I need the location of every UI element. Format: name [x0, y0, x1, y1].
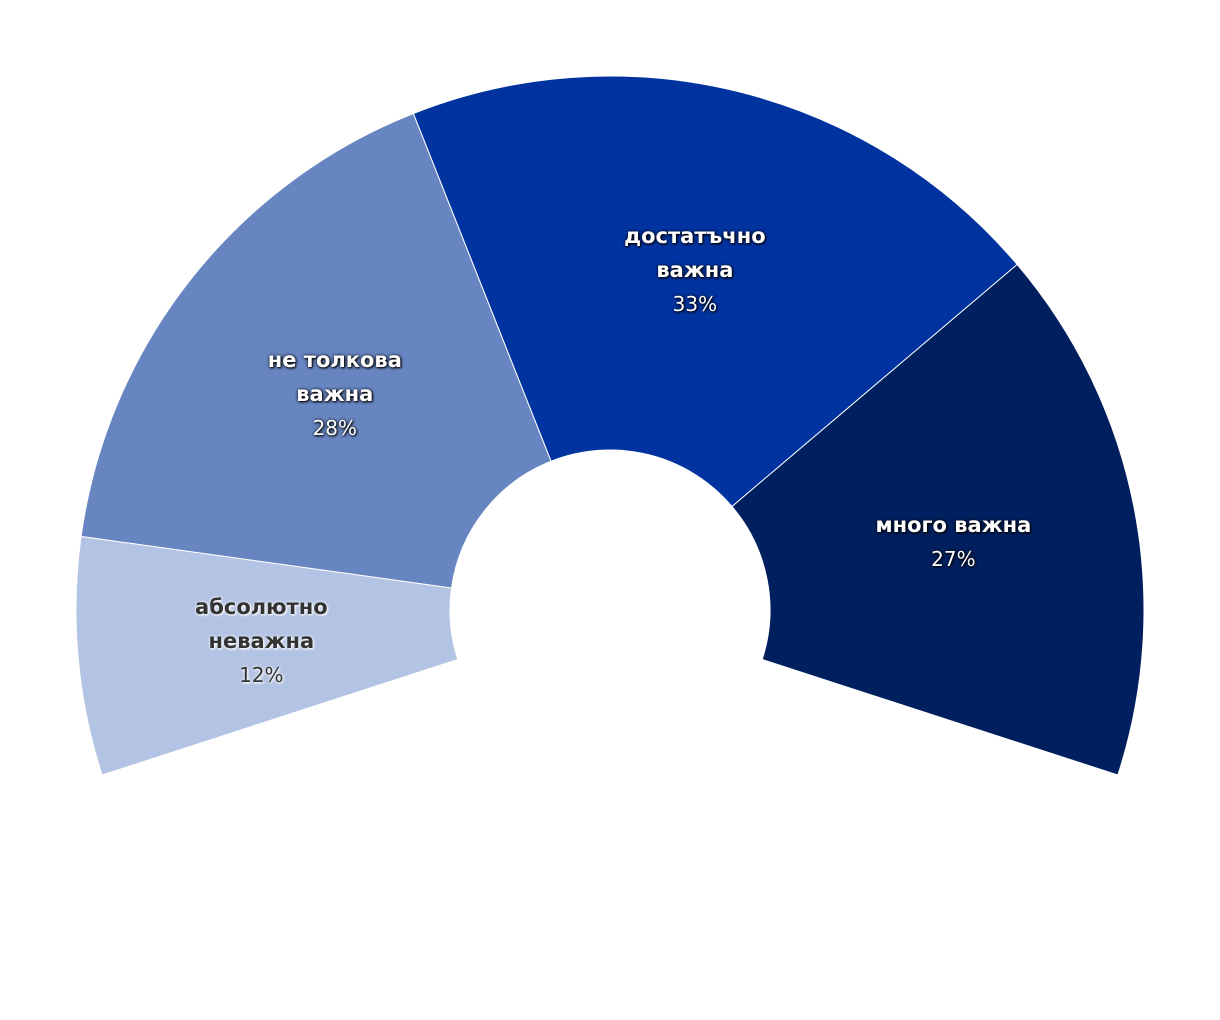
- slice: [75, 535, 459, 776]
- value-label: 12%: [239, 662, 284, 687]
- value-label: 28%: [312, 415, 358, 440]
- slice: [80, 112, 552, 589]
- slice: [731, 263, 1145, 776]
- slice-label: абсолютно неважна 12%: [176, 590, 346, 692]
- slice: [412, 75, 1018, 508]
- category-label: не толкова важна: [267, 347, 402, 406]
- slice-label: не толкова важна 28%: [250, 343, 420, 445]
- value-label: 33%: [672, 292, 718, 317]
- slice-label: много важна 27%: [868, 508, 1038, 576]
- value-label: 27%: [931, 547, 976, 572]
- category-label: много важна: [875, 513, 1032, 538]
- category-label: абсолютно неважна: [195, 594, 328, 653]
- category-label: достатъчно важна: [624, 224, 766, 283]
- slice-label: достатъчно важна 33%: [610, 219, 780, 321]
